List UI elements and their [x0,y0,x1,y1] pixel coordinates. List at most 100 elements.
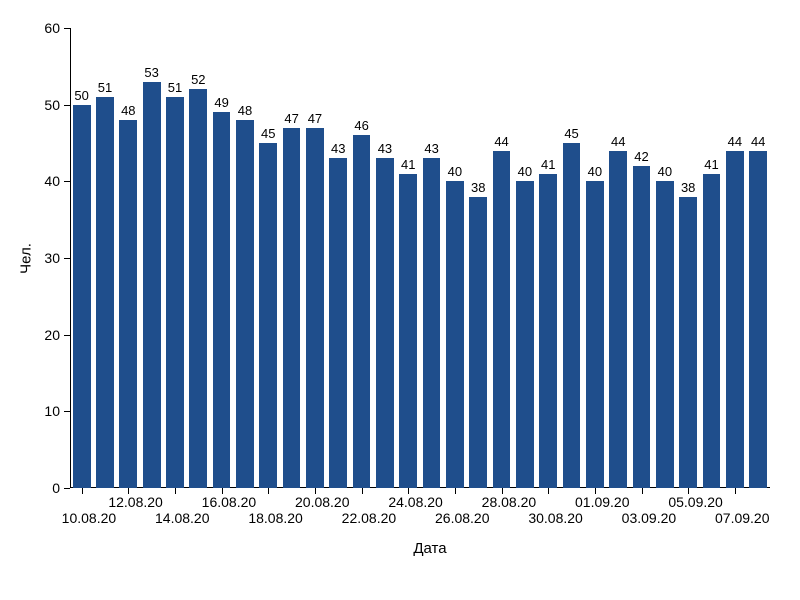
bar-value-label: 40 [658,164,672,179]
x-tick [735,488,736,494]
y-tick-label: 10 [30,403,60,419]
bar-rect [399,174,417,488]
bar: 47 [303,128,326,488]
bar: 50 [70,105,93,488]
bar-value-label: 38 [681,180,695,195]
x-tick-label: 07.09.20 [715,510,770,526]
y-tick-label: 20 [30,327,60,343]
bar-value-label: 44 [611,134,625,149]
bar: 45 [560,143,583,488]
bar-value-label: 38 [471,180,485,195]
bar-value-label: 40 [588,164,602,179]
x-tick-label: 16.08.20 [202,494,257,510]
bar: 48 [233,120,256,488]
x-tick-label: 26.08.20 [435,510,490,526]
bar-rect [166,97,184,488]
bar-value-label: 43 [331,141,345,156]
bar: 41 [537,174,560,488]
bar-value-label: 41 [541,157,555,172]
bar-value-label: 46 [354,118,368,133]
x-tick-label: 28.08.20 [482,494,537,510]
bar-rect [376,158,394,488]
bar-rect [283,128,301,488]
bar-value-label: 52 [191,72,205,87]
x-tick-label: 30.08.20 [528,510,583,526]
bar-value-label: 41 [401,157,415,172]
bar: 40 [513,181,536,488]
x-tick [82,488,83,494]
bar: 43 [327,158,350,488]
bar-rect [423,158,441,488]
bar: 40 [653,181,676,488]
x-tick-label: 05.09.20 [668,494,723,510]
bar: 51 [163,97,186,488]
x-tick-label: 22.08.20 [342,510,397,526]
bar-rect [656,181,674,488]
bar-rect [73,105,91,488]
bar-value-label: 51 [168,80,182,95]
bar: 52 [187,89,210,488]
y-tick-label: 50 [30,97,60,113]
bar-rect [213,112,231,488]
y-tick-label: 0 [30,480,60,496]
bar-rect [749,151,767,488]
bar: 43 [373,158,396,488]
bar-value-label: 41 [704,157,718,172]
bar: 44 [490,151,513,488]
bar-value-label: 44 [751,134,765,149]
bar-rect [96,97,114,488]
bars-container: 5051485351524948454747434643414340384440… [70,28,770,488]
x-tick-label: 24.08.20 [388,494,443,510]
bar-value-label: 53 [144,65,158,80]
bar-value-label: 45 [261,126,275,141]
bar: 46 [350,135,373,488]
bar: 43 [420,158,443,488]
bar-value-label: 49 [214,95,228,110]
bar: 44 [747,151,770,488]
bar-value-label: 48 [121,103,135,118]
bar-rect [633,166,651,488]
x-tick-label: 01.09.20 [575,494,630,510]
bar: 44 [607,151,630,488]
bar-value-label: 44 [494,134,508,149]
bar-value-label: 47 [284,111,298,126]
bar-rect [703,174,721,488]
bar: 40 [443,181,466,488]
bar: 47 [280,128,303,488]
bar-value-label: 45 [564,126,578,141]
bar-rect [189,89,207,488]
x-tick-label: 18.08.20 [248,510,303,526]
x-axis-title: Дата [390,540,470,557]
bar-rect [679,197,697,488]
bar-rect [539,174,557,488]
bar-rect [609,151,627,488]
bar-rect [726,151,744,488]
bar-value-label: 43 [378,141,392,156]
x-tick [362,488,363,494]
bar-value-label: 51 [98,80,112,95]
plot-area: 0102030405060505148535152494845474743464… [70,28,770,488]
bar-value-label: 42 [634,149,648,164]
x-tick [268,488,269,494]
bar: 38 [467,197,490,488]
bar: 49 [210,112,233,488]
y-tick-label: 60 [30,20,60,36]
y-tick-label: 40 [30,173,60,189]
bar-rect [353,135,371,488]
bar-rect [469,197,487,488]
bar-rect [329,158,347,488]
bar: 45 [257,143,280,488]
bar-value-label: 44 [728,134,742,149]
x-tick [175,488,176,494]
bar-chart: Чел. 01020304050605051485351524948454747… [0,0,800,600]
bar-value-label: 48 [238,103,252,118]
bar: 41 [397,174,420,488]
bar: 53 [140,82,163,488]
x-tick-label: 10.08.20 [62,510,117,526]
bar: 51 [93,97,116,488]
bar-rect [516,181,534,488]
y-tick-label: 30 [30,250,60,266]
bar: 38 [677,197,700,488]
x-tick [642,488,643,494]
bar-value-label: 50 [74,88,88,103]
